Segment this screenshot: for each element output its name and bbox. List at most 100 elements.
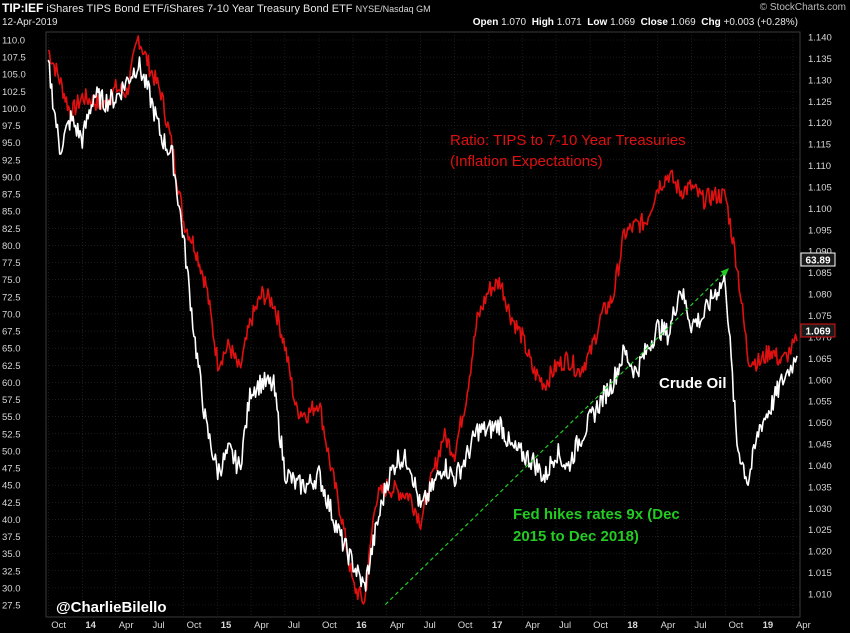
- right-tick-label: 1.025: [808, 525, 832, 536]
- x-tick-label: Oct: [593, 620, 608, 631]
- right-tick-label: 1.015: [808, 568, 832, 579]
- left-axis: 110.0 107.5 105.0 102.5 100.0 97.5 95.0 92.5 90.…: [2, 36, 26, 612]
- right-tick-label: 1.010: [808, 590, 832, 601]
- left-tick-label: 32.5: [2, 566, 21, 577]
- x-tick-label: 18: [627, 620, 638, 631]
- left-tick-label: 85.0: [2, 207, 21, 218]
- x-tick-label: Apr: [390, 620, 405, 631]
- right-tick-label: 1.060: [808, 375, 832, 386]
- right-tick-label: 1.095: [808, 225, 832, 236]
- x-tick-label: Oct: [187, 620, 202, 631]
- close-label: Close: [640, 17, 668, 28]
- fed-annotation-line1: Fed hikes rates 9x (Dec: [513, 506, 680, 523]
- ratio-last-badge: 1.069: [800, 323, 836, 338]
- left-tick-label: 82.5: [2, 224, 21, 235]
- crude-oil-annotation: Crude Oil: [659, 375, 727, 392]
- x-tick-label: Oct: [458, 620, 473, 631]
- left-tick-label: 80.0: [2, 241, 21, 252]
- left-tick-label: 40.0: [2, 515, 21, 526]
- x-tick-label: 16: [356, 620, 367, 631]
- left-tick-label: 77.5: [2, 258, 21, 269]
- left-tick-label: 107.5: [2, 53, 26, 64]
- x-axis: Oct 14 Apr Jul Oct 15 Apr Jul Oct 16 Apr Jul Oct 17 Ap…: [51, 620, 811, 631]
- right-tick-label: 1.035: [808, 482, 832, 493]
- right-tick-label: 1.075: [808, 311, 832, 322]
- ratio-line: [47, 35, 798, 605]
- chart-header: TIP:IEF iShares TIPS Bond ETF/iShares 7-…: [0, 0, 850, 32]
- left-tick-label: 52.5: [2, 429, 21, 440]
- left-tick-label: 72.5: [2, 292, 21, 303]
- x-tick-label: 14: [85, 620, 96, 631]
- ticker-description: iShares TIPS Bond ETF/iShares 7-10 Year …: [46, 3, 353, 15]
- crude-oil-line: [47, 56, 798, 592]
- x-tick-label: Jul: [424, 620, 436, 631]
- fed-annotation-line2: 2015 to Dec 2018): [513, 528, 639, 545]
- x-tick-label: Apr: [796, 620, 811, 631]
- left-tick-label: 37.5: [2, 532, 21, 543]
- crude-last-badge-text: 63.89: [805, 256, 830, 267]
- left-tick-label: 35.0: [2, 549, 21, 560]
- open-value: 1.070: [501, 17, 527, 28]
- left-tick-label: 92.5: [2, 155, 21, 166]
- left-tick-label: 75.0: [2, 275, 21, 286]
- chg-value: +0.003 (+0.28%): [723, 17, 799, 28]
- chart-title: TIP:IEF iShares TIPS Bond ETF/iShares 7-…: [2, 1, 431, 15]
- left-tick-label: 60.0: [2, 378, 21, 389]
- left-tick-label: 100.0: [2, 104, 26, 115]
- x-tick-label: Oct: [728, 620, 743, 631]
- x-tick-label: Jul: [288, 620, 300, 631]
- chart-date: 12-Apr-2019: [2, 17, 58, 28]
- x-tick-label: 15: [221, 620, 232, 631]
- left-tick-label: 90.0: [2, 172, 21, 183]
- left-tick-label: 102.5: [2, 87, 26, 98]
- x-tick-label: Jul: [559, 620, 571, 631]
- x-tick-label: Jul: [694, 620, 706, 631]
- close-value: 1.069: [670, 17, 696, 28]
- x-tick-label: Apr: [661, 620, 676, 631]
- x-tick-label: Apr: [254, 620, 269, 631]
- right-tick-label: 1.100: [808, 204, 832, 215]
- right-tick-label: 1.130: [808, 75, 832, 86]
- low-label: Low: [587, 17, 608, 28]
- left-tick-label: 57.5: [2, 395, 21, 406]
- x-tick-label: Jul: [152, 620, 164, 631]
- x-tick-label: 19: [763, 620, 774, 631]
- left-tick-label: 27.5: [2, 601, 21, 612]
- left-tick-label: 105.0: [2, 70, 26, 81]
- plot-frame: [45, 31, 801, 618]
- left-tick-label: 65.0: [2, 344, 21, 355]
- left-tick-label: 30.0: [2, 583, 21, 594]
- left-tick-label: 42.5: [2, 498, 21, 509]
- right-tick-label: 1.125: [808, 97, 832, 108]
- low-value: 1.069: [610, 17, 636, 28]
- left-tick-label: 55.0: [2, 412, 21, 423]
- x-tick-label: 17: [492, 620, 503, 631]
- x-tick-label: Oct: [51, 620, 66, 631]
- right-tick-label: 1.030: [808, 504, 832, 515]
- open-label: Open: [472, 17, 499, 28]
- right-tick-label: 1.110: [808, 161, 831, 172]
- left-tick-label: 62.5: [2, 361, 21, 372]
- right-tick-label: 1.045: [808, 440, 832, 451]
- right-tick-label: 1.105: [808, 182, 832, 193]
- x-tick-label: Apr: [525, 620, 540, 631]
- right-tick-label: 1.065: [808, 354, 832, 365]
- left-tick-label: 47.5: [2, 464, 21, 475]
- ratio-last-badge-text: 1.069: [805, 327, 830, 338]
- fed-arrow-head: [720, 268, 729, 277]
- chg-label: Chg: [701, 17, 721, 28]
- right-tick-label: 1.085: [808, 268, 832, 279]
- left-tick-label: 45.0: [2, 481, 21, 492]
- series: [47, 35, 798, 605]
- grid: [45, 31, 801, 618]
- author-handle: @CharlieBilello: [56, 599, 167, 616]
- right-tick-label: 1.020: [808, 547, 832, 558]
- left-tick-label: 95.0: [2, 138, 21, 149]
- right-tick-label: 1.140: [808, 33, 832, 44]
- x-tick-label: Apr: [119, 620, 134, 631]
- fed-arrow: [384, 267, 730, 605]
- ratio-annotation-line1: Ratio: TIPS to 7-10 Year Treasuries: [450, 132, 686, 149]
- right-tick-label: 1.090: [808, 247, 832, 258]
- right-tick-label: 1.115: [808, 140, 831, 151]
